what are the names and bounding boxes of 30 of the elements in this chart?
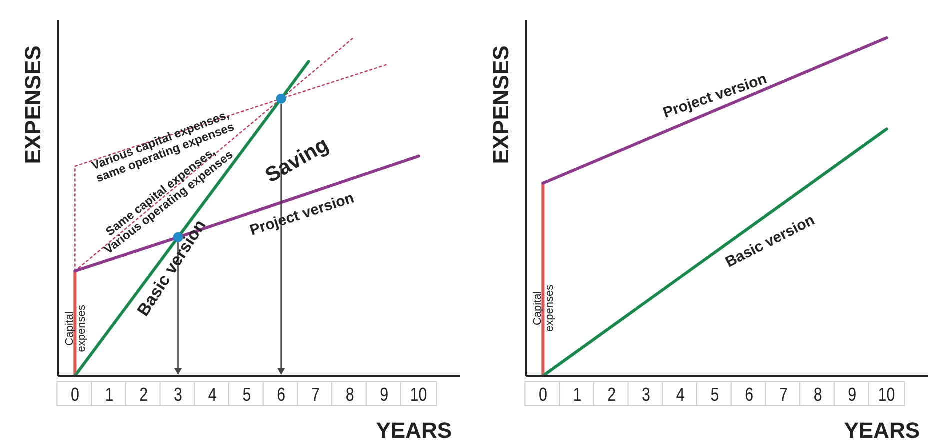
annotation: Project version <box>661 70 770 122</box>
x-tick-label: 0 <box>70 383 80 406</box>
x-tick-label: 4 <box>676 383 686 406</box>
y-axis-title: EXPENSES <box>20 46 46 164</box>
x-tick-label: 10 <box>878 383 896 406</box>
x-tick-label: 7 <box>311 383 320 406</box>
x-tick-label: 5 <box>710 383 720 406</box>
x-tick-label: 6 <box>745 383 754 406</box>
x-tick-label: 3 <box>174 383 182 406</box>
x-tick-label: 6 <box>277 383 286 406</box>
x-tick-label: 2 <box>140 383 148 406</box>
x-axis-title: YEARS <box>844 418 920 443</box>
annotation: Capital expenses <box>532 284 556 332</box>
x-axis-title: YEARS <box>376 418 452 443</box>
x-tick-label: 1 <box>105 383 114 406</box>
x-tick-label: 8 <box>814 383 822 406</box>
x-tick-label: 3 <box>642 383 650 406</box>
x-tick-label: 0 <box>538 383 548 406</box>
x-tick-label: 8 <box>346 383 354 406</box>
x-tick-label: 5 <box>242 383 252 406</box>
annotation: Project version <box>248 190 356 240</box>
x-tick-label: 2 <box>608 383 616 406</box>
annotation: Capital expenses <box>64 304 88 352</box>
x-tick-label: 7 <box>779 383 788 406</box>
y-axis-title: EXPENSES <box>488 46 514 164</box>
x-tick-label: 1 <box>573 383 582 406</box>
x-tick-label: 4 <box>208 383 218 406</box>
x-tick-label: 9 <box>848 383 857 406</box>
x-tick-label: 9 <box>380 383 389 406</box>
x-tick-label: 10 <box>410 383 428 406</box>
